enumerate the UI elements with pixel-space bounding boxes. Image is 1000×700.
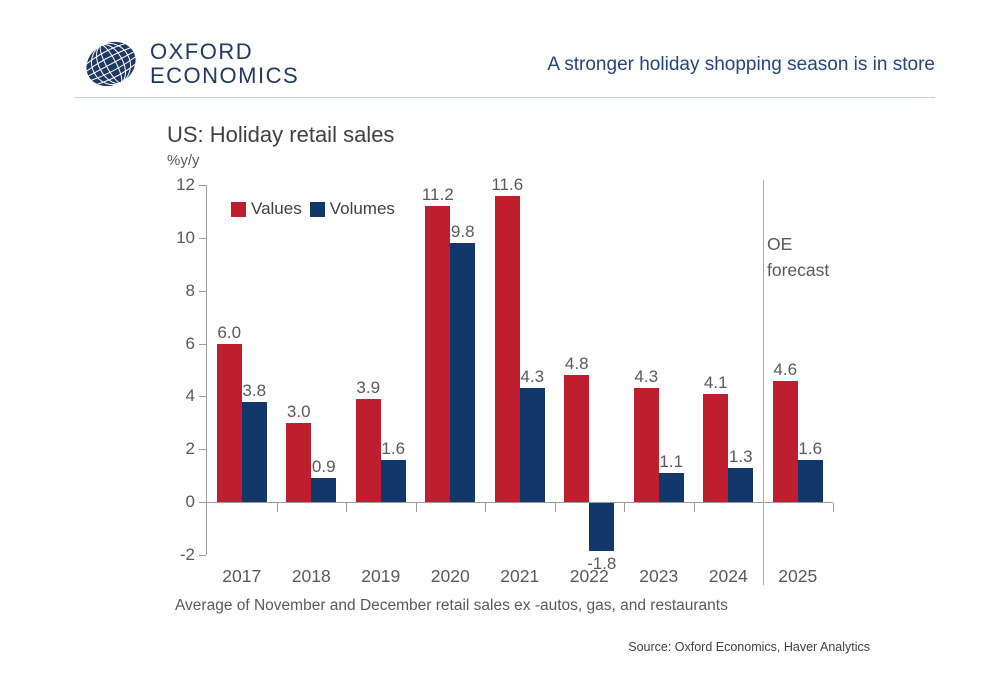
values-bar-label: 4.3 <box>634 367 659 387</box>
volumes-bar <box>728 467 754 502</box>
oxford-economics-logo: OXFORD ECONOMICS <box>82 36 299 92</box>
values-bar <box>494 195 520 502</box>
values-bar-label: 4.6 <box>773 359 798 379</box>
chart-title: US: Holiday retail sales <box>167 122 395 147</box>
x-axis-tick <box>693 503 695 512</box>
x-axis-category-label: 2025 <box>778 566 818 586</box>
volumes-bar <box>311 478 337 502</box>
volumes-bar <box>241 401 267 502</box>
y-axis-tick-label: 4 <box>185 386 195 406</box>
volumes-bar-label: 4.3 <box>520 367 545 387</box>
x-axis-tick <box>624 503 625 512</box>
x-axis-category-label: 2019 <box>361 566 401 586</box>
values-bar-label: 3.0 <box>286 401 311 421</box>
y-axis-tick <box>199 185 206 187</box>
x-axis-category-label: 2018 <box>291 566 331 586</box>
volumes-bar <box>658 472 684 502</box>
x-axis-tick <box>832 503 834 512</box>
report-headline: A stronger holiday shopping season is in… <box>547 54 935 75</box>
volumes-bar-label: 1.6 <box>798 438 823 458</box>
y-axis-tick-label: 12 <box>176 175 195 195</box>
volumes-swatch-icon <box>309 201 325 217</box>
x-axis-tick <box>346 503 347 512</box>
x-axis-line <box>206 502 833 503</box>
volumes-bar-label: 1.6 <box>381 438 406 458</box>
y-axis-tick <box>199 449 206 451</box>
y-axis-tick-label: 6 <box>185 333 195 353</box>
x-axis-category-label: 2022 <box>569 566 609 586</box>
values-bar <box>425 206 451 502</box>
y-axis-tick-label: 10 <box>176 228 195 247</box>
header-divider <box>74 97 935 98</box>
x-axis-tick <box>276 503 278 512</box>
x-axis-category-label: 2021 <box>500 566 540 586</box>
values-bar-label: 11.2 <box>421 185 454 205</box>
y-axis-line <box>206 185 207 555</box>
legend-label-volumes: Volumes <box>329 199 395 218</box>
x-axis-category-label: 2023 <box>639 566 679 586</box>
x-axis-category-label: 2020 <box>430 566 470 586</box>
values-bar <box>564 375 590 502</box>
values-bar <box>286 422 312 502</box>
values-bar <box>772 380 798 502</box>
volumes-bar <box>519 388 545 502</box>
values-bar-label: 6.0 <box>217 322 242 342</box>
y-axis-tick <box>199 343 206 345</box>
volumes-bar-label: 9.8 <box>450 222 475 242</box>
legend-label-values: Values <box>251 199 302 218</box>
values-bar-label: 4.8 <box>564 354 589 374</box>
y-axis-tick-label: -2 <box>179 544 195 564</box>
x-axis-category-label: 2024 <box>708 566 748 586</box>
chart-footnote: Average of November and December retail … <box>175 597 728 614</box>
logo-line-1: OXFORD <box>150 39 254 64</box>
x-axis-tick <box>485 503 486 512</box>
logo-wordmark: OXFORD ECONOMICS <box>150 40 299 88</box>
values-bar <box>355 399 381 502</box>
values-bar <box>633 388 659 502</box>
x-axis-category-label: 2017 <box>222 566 262 586</box>
forecast-separator-line <box>763 180 764 585</box>
volumes-bar-label: 0.9 <box>311 457 336 477</box>
y-axis-tick-label: 0 <box>185 492 195 511</box>
chart-legend: Values Volumes <box>231 199 395 219</box>
values-swatch-icon <box>231 201 246 217</box>
volumes-bar <box>380 459 406 502</box>
volumes-bar <box>797 459 823 502</box>
y-axis-tick <box>199 554 206 556</box>
globe-icon <box>84 41 138 87</box>
x-axis-tick <box>554 503 556 512</box>
y-axis-tick <box>199 396 206 398</box>
source-note: Source: Oxford Economics, Haver Analytic… <box>628 640 870 654</box>
values-bar-label: 3.9 <box>356 378 381 398</box>
logo-line-2: ECONOMICS <box>150 63 300 88</box>
y-axis-tick-label: 2 <box>185 439 195 459</box>
values-bar-label: 11.6 <box>491 174 524 194</box>
forecast-annotation: OE forecast <box>767 234 830 280</box>
volumes-bar-label: -1.8 <box>587 553 617 573</box>
y-axis-tick-label: 8 <box>185 280 195 300</box>
legend-item-volumes: Volumes <box>309 199 395 219</box>
values-bar <box>216 343 242 502</box>
y-axis-unit-label: %y/y <box>167 152 200 169</box>
y-axis-tick <box>199 290 206 292</box>
volumes-bar <box>589 503 615 551</box>
values-bar <box>703 393 729 502</box>
volumes-bar-label: 1.3 <box>728 446 753 466</box>
volumes-bar <box>450 243 476 502</box>
volumes-bar-label: 1.1 <box>659 451 684 471</box>
volumes-bar-label: 3.8 <box>242 380 267 400</box>
legend-item-values: Values <box>231 199 302 219</box>
y-axis-tick <box>199 238 206 239</box>
y-axis-tick <box>199 502 206 503</box>
values-bar-label: 4.1 <box>703 372 728 392</box>
x-axis-tick <box>415 503 417 512</box>
